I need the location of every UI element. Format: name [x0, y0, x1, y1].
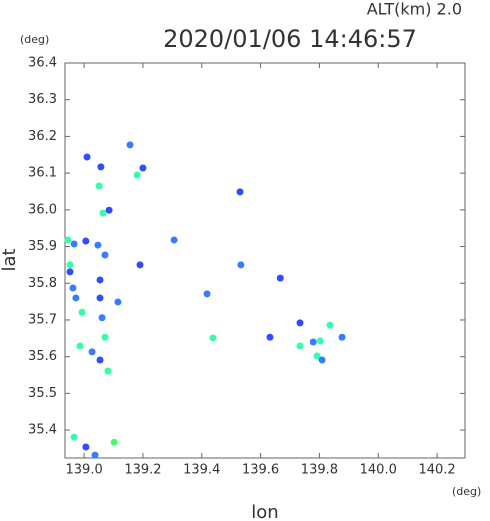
echo-point: [101, 251, 109, 259]
echo-point: [99, 209, 107, 217]
echo-point: [101, 333, 109, 341]
y-tick-label: 35.7: [28, 312, 57, 327]
echo-point: [66, 268, 74, 276]
echo-point: [276, 274, 284, 282]
x-tick-label: 140.0: [360, 463, 397, 478]
echo-point: [110, 438, 118, 446]
echo-point: [266, 333, 274, 341]
echo-point: [136, 261, 144, 269]
echo-point: [76, 342, 84, 350]
echo-point: [82, 443, 90, 451]
echo-point: [313, 352, 321, 360]
echo-point: [318, 356, 326, 364]
echo-point: [133, 171, 141, 179]
x-tick-label: 139.4: [183, 463, 220, 478]
echo-point: [170, 236, 178, 244]
x-axis-title: lon: [251, 502, 278, 521]
y-tick-label: 35.9: [28, 239, 57, 254]
echo-point: [105, 206, 113, 214]
echo-point: [83, 153, 91, 161]
echo-point: [96, 276, 104, 284]
echo-point: [203, 290, 211, 298]
y-tick-label: 36.0: [28, 202, 57, 217]
x-tick-label: 139.2: [124, 463, 161, 478]
echo-point: [104, 367, 112, 375]
y-tick-label: 36.1: [28, 166, 57, 181]
echo-point: [237, 261, 245, 269]
echo-point: [296, 342, 304, 350]
echo-point: [70, 240, 78, 248]
x-tick-label: 139.8: [301, 463, 338, 478]
plot-frame: [64, 62, 466, 459]
echo-point: [236, 188, 244, 196]
y-tick-label: 35.4: [28, 423, 57, 438]
echo-point: [296, 319, 304, 327]
echo-point: [66, 261, 74, 269]
echo-point: [88, 348, 96, 356]
x-tick-label: 139.0: [66, 463, 103, 478]
echo-point: [96, 294, 104, 302]
y-tick-label: 36.2: [28, 129, 57, 144]
echo-point: [98, 314, 106, 322]
echo-point: [91, 451, 99, 459]
echo-point: [96, 356, 104, 364]
echo-point: [82, 237, 90, 245]
echo-point: [209, 334, 217, 342]
y-tick-label: 35.6: [28, 349, 57, 364]
echo-point: [139, 164, 147, 172]
chart-title: 2020/01/06 14:46:57: [163, 25, 417, 53]
x-tick-label: 139.6: [242, 463, 279, 478]
echo-point: [94, 241, 102, 249]
echo-point: [114, 298, 122, 306]
echo-point: [338, 333, 346, 341]
echo-point: [69, 284, 77, 292]
x-unit: (deg): [452, 485, 481, 498]
x-tick-label: 140.2: [418, 463, 455, 478]
echo-point: [70, 433, 78, 441]
echo-point: [72, 294, 80, 302]
y-tick-label: 35.8: [28, 276, 57, 291]
echo-point: [64, 236, 72, 244]
y-axis-title: lat: [0, 248, 20, 271]
y-tick-label: 35.5: [28, 386, 57, 401]
y-tick-label: 36.3: [28, 92, 57, 107]
echo-point: [78, 308, 86, 316]
echo-point: [316, 337, 324, 345]
echo-point: [126, 141, 134, 149]
y-tick-label: 36.4: [28, 56, 57, 71]
echo-point: [97, 163, 105, 171]
echo-point: [95, 182, 103, 190]
altitude-label: ALT(km) 2.0: [367, 0, 462, 19]
y-unit: (deg): [20, 33, 49, 46]
echo-point: [309, 338, 317, 346]
echo-point: [326, 321, 334, 329]
